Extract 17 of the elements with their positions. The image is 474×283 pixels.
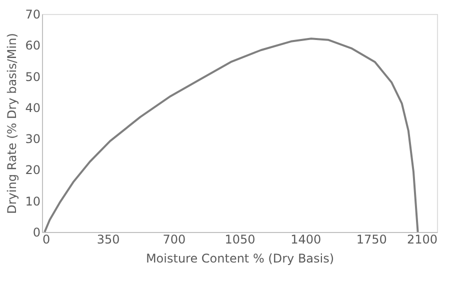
x-tick-label: 1750	[356, 232, 387, 246]
y-tick-label: 30	[25, 132, 40, 146]
x-tick-label: 1400	[290, 232, 322, 246]
x-tick-label: 1050	[224, 232, 256, 246]
y-tick-label: 70	[25, 8, 40, 22]
y-tick-label: 50	[25, 70, 40, 84]
x-tick-label: 700	[162, 232, 186, 246]
y-tick-label: 20	[25, 163, 40, 178]
x-tick-label: 350	[96, 232, 120, 246]
line-series	[44, 38, 419, 233]
x-tick-label: 0	[42, 232, 50, 246]
y-tick-label: 60	[25, 38, 40, 53]
x-tick-label: 2100	[406, 232, 438, 246]
x-axis-title: Moisture Content % (Dry Basis)	[146, 252, 334, 266]
y-tick-label: 40	[25, 100, 40, 115]
y-tick-label: 10	[25, 194, 40, 208]
y-axis-title: Drying Rate (% Dry basis/Min)	[5, 33, 20, 214]
